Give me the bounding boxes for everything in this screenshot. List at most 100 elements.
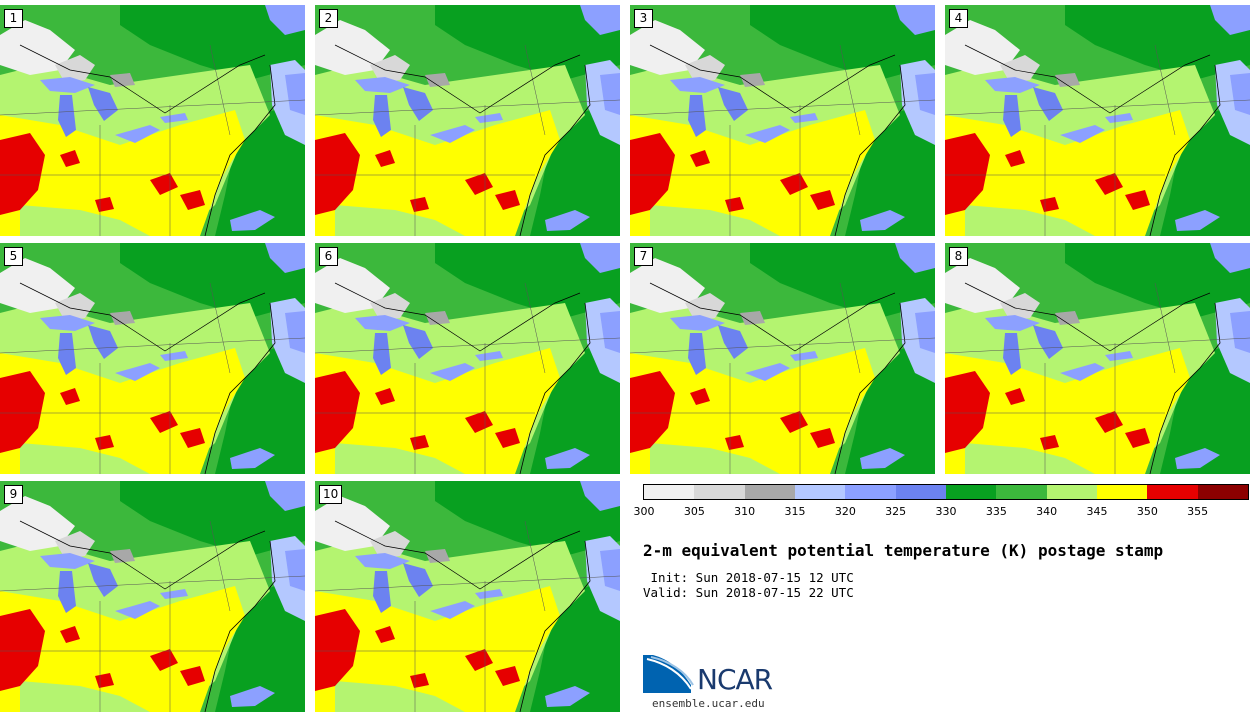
- central-yellow-region: [630, 348, 875, 474]
- state-border-1: [630, 99, 935, 116]
- lake-michigan: [1003, 333, 1021, 375]
- colorbar-segment: [744, 485, 795, 499]
- coastline: [1149, 302, 1221, 474]
- postage-stamp-map: 8: [945, 243, 1250, 474]
- top-right-blue: [580, 481, 620, 511]
- state-border-5: [524, 44, 546, 136]
- lake-erie: [115, 601, 160, 619]
- lake-huron: [1033, 325, 1063, 359]
- northern-dark-green: [435, 481, 620, 556]
- colorbar-segment: [644, 485, 695, 499]
- state-border-1: [630, 337, 935, 354]
- canada-white-region: [0, 496, 75, 551]
- stamp-number-label: 7: [634, 247, 653, 266]
- canada-white-region: [0, 20, 75, 75]
- gray-patch: [425, 311, 450, 325]
- southeast-blue: [860, 210, 905, 231]
- canada-border: [649, 282, 896, 352]
- colorbar-tick-label: 300: [633, 505, 655, 518]
- lake-michigan: [58, 333, 76, 375]
- canada-gray-region: [370, 55, 410, 83]
- lake-erie: [115, 125, 160, 143]
- northern-dark-green: [750, 5, 935, 80]
- lake-huron: [88, 325, 118, 359]
- atlantic-ocean-green: [530, 338, 620, 474]
- atlantic-ocean-green: [215, 100, 305, 236]
- red-region-west: [945, 133, 990, 215]
- atlantic-ocean-green: [845, 338, 935, 474]
- northeast-dark-blue: [600, 311, 620, 353]
- colorbar-tick-label: 320: [834, 505, 856, 518]
- southeast-blue: [1175, 448, 1220, 469]
- colorbar-tick-label: 330: [935, 505, 957, 518]
- canada-border: [964, 44, 1211, 114]
- colorbar-tick-label: 305: [683, 505, 705, 518]
- red-patch-3: [1125, 190, 1150, 210]
- coastline: [834, 64, 906, 236]
- gray-patch: [1055, 311, 1080, 325]
- stamp-number-label: 9: [4, 485, 23, 504]
- northeast-dark-blue: [1230, 73, 1250, 115]
- red-patch-1: [690, 150, 710, 167]
- atlantic-ocean-green: [845, 100, 935, 236]
- top-right-blue: [580, 243, 620, 273]
- plot-title: 2-m equivalent potential temperature (K)…: [643, 541, 1164, 560]
- canada-border: [649, 44, 896, 114]
- lake-huron: [403, 87, 433, 121]
- state-border-1: [315, 337, 620, 354]
- lake-ontario: [790, 351, 818, 361]
- red-region-west: [630, 133, 675, 215]
- coastline: [1149, 64, 1221, 236]
- canada-gray-region: [370, 293, 410, 321]
- colorbar-tick-label: 345: [1086, 505, 1108, 518]
- southeast-blue: [545, 686, 590, 707]
- lake-erie: [745, 363, 790, 381]
- lake-ontario: [1105, 351, 1133, 361]
- canada-border: [334, 520, 581, 590]
- southeast-blue: [545, 448, 590, 469]
- atlantic-ocean-green: [1160, 100, 1250, 236]
- colorbar-tick-label: 335: [985, 505, 1007, 518]
- lake-erie: [1060, 363, 1105, 381]
- canada-white-region: [945, 258, 1020, 313]
- colorbar-segment: [996, 485, 1047, 499]
- top-right-blue: [265, 243, 305, 273]
- gray-patch: [425, 549, 450, 563]
- init-time: Init: Sun 2018-07-15 12 UTC: [643, 570, 854, 585]
- red-patch-2: [465, 411, 493, 433]
- northern-dark-green: [1065, 5, 1250, 80]
- canada-white-region: [630, 258, 705, 313]
- stamp-number-label: 6: [319, 247, 338, 266]
- red-patch-2: [150, 173, 178, 195]
- canada-white-region: [315, 258, 390, 313]
- lake-erie: [115, 363, 160, 381]
- red-patch-3: [180, 666, 205, 686]
- website-url[interactable]: ensemble.ucar.edu: [652, 697, 765, 710]
- central-yellow-region: [315, 586, 560, 712]
- lake-superior: [355, 553, 410, 569]
- southeast-blue: [230, 686, 275, 707]
- central-yellow-region: [945, 110, 1190, 236]
- coastline: [519, 302, 591, 474]
- atlantic-ocean-green: [530, 576, 620, 712]
- red-patch-3: [810, 190, 835, 210]
- gray-patch: [740, 73, 765, 87]
- canada-gray-region: [685, 293, 725, 321]
- state-border-5: [1154, 282, 1176, 374]
- atlantic-ocean-green: [215, 338, 305, 474]
- southern-light-green: [335, 205, 465, 236]
- colorbar-tick-label: 340: [1036, 505, 1058, 518]
- red-patch-3: [810, 428, 835, 448]
- gray-patch: [110, 73, 135, 87]
- northeast-dark-blue: [600, 73, 620, 115]
- postage-stamp-map: 4: [945, 5, 1250, 236]
- lake-huron: [403, 325, 433, 359]
- lake-huron: [718, 325, 748, 359]
- stamp-number-label: 1: [4, 9, 23, 28]
- lake-erie: [745, 125, 790, 143]
- northern-dark-green: [1065, 243, 1250, 318]
- lake-superior: [670, 77, 725, 93]
- coastline: [519, 64, 591, 236]
- gray-patch: [110, 311, 135, 325]
- gray-patch: [425, 73, 450, 87]
